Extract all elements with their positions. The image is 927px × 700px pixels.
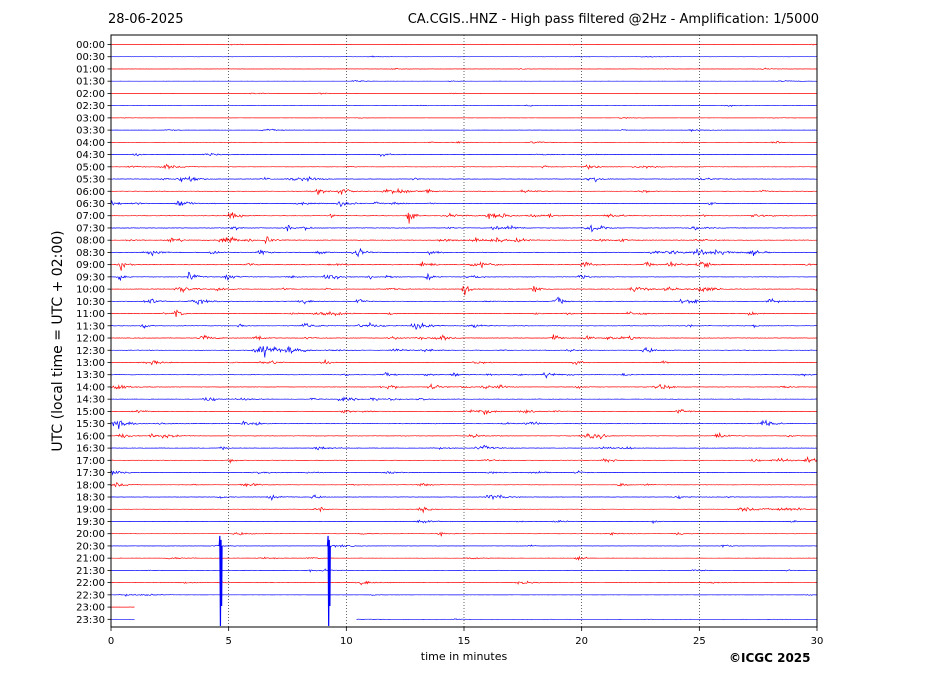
y-tick-label: 05:00 xyxy=(76,162,105,173)
y-tick-label: 05:30 xyxy=(76,175,105,186)
y-tick-label: 03:30 xyxy=(76,126,105,137)
y-tick-label: 07:00 xyxy=(76,211,105,222)
y-tick-label: 21:30 xyxy=(76,566,105,577)
x-tick-label: 10 xyxy=(340,636,353,647)
grid-group xyxy=(229,35,700,627)
y-tick-label: 14:30 xyxy=(76,395,105,406)
plot-frame xyxy=(111,35,817,627)
y-tick-label: 09:30 xyxy=(76,272,105,283)
x-tick-label: 30 xyxy=(811,636,824,647)
y-tick-label: 13:00 xyxy=(76,358,105,369)
y-tick-label: 14:00 xyxy=(76,382,105,393)
trace-2330 xyxy=(111,619,817,620)
y-tick-label: 08:00 xyxy=(76,236,105,247)
y-tick-label: 01:00 xyxy=(76,64,105,75)
x-tick-label: 0 xyxy=(108,636,114,647)
y-tick-label: 16:00 xyxy=(76,431,105,442)
y-tick-label: 19:30 xyxy=(76,517,105,528)
y-tick-label: 00:30 xyxy=(76,52,105,63)
y-tick-label: 13:30 xyxy=(76,370,105,381)
trace-1430 xyxy=(111,397,817,401)
y-tick-label: 01:30 xyxy=(76,77,105,88)
date-label: 28-06-2025 xyxy=(108,12,184,27)
y-tick-label: 12:30 xyxy=(76,346,105,357)
y-tick-label: 15:30 xyxy=(76,419,105,430)
x-tick-label: 20 xyxy=(575,636,588,647)
trace-0230 xyxy=(111,105,817,106)
y-tick-label: 19:00 xyxy=(76,505,105,516)
y-tick-label: 22:30 xyxy=(76,590,105,601)
trace-0830 xyxy=(111,249,817,257)
trace-0300 xyxy=(111,118,817,119)
y-tick-label: 10:00 xyxy=(76,285,105,296)
y-tick-label: 17:30 xyxy=(76,468,105,479)
y-tick-label: 11:00 xyxy=(76,309,105,320)
trace-0330 xyxy=(111,129,817,131)
y-tick-label: 11:30 xyxy=(76,321,105,332)
y-tick-label: 09:00 xyxy=(76,260,105,271)
x-tick-group: 0 5 10 15 20 25 30 xyxy=(108,627,824,647)
y-tick-label: 08:30 xyxy=(76,248,105,259)
y-tick-label: 15:00 xyxy=(76,407,105,418)
y-tick-label: 00:00 xyxy=(76,40,105,51)
y-tick-label: 02:30 xyxy=(76,101,105,112)
y-tick-label: 23:00 xyxy=(76,603,105,614)
copyright-label: ©ICGC 2025 xyxy=(729,651,811,665)
trace-2230 xyxy=(111,594,817,596)
y-tick-label: 20:00 xyxy=(76,529,105,540)
y-tick-label: 06:00 xyxy=(76,187,105,198)
trace-0400 xyxy=(111,141,817,143)
spike-2 xyxy=(327,536,330,626)
y-tick-label: 02:00 xyxy=(76,89,105,100)
trace-1030 xyxy=(111,297,817,304)
y-tick-label: 04:00 xyxy=(76,138,105,149)
trace-0930 xyxy=(111,272,817,280)
spike-1 xyxy=(219,536,222,626)
y-tick-label: 10:30 xyxy=(76,297,105,308)
y-tick-label: 04:30 xyxy=(76,150,105,161)
x-tick-label: 5 xyxy=(225,636,231,647)
y-axis-label: UTC (local time = UTC + 02:00) xyxy=(50,230,66,451)
y-tick-label: 21:00 xyxy=(76,554,105,565)
trace-1530 xyxy=(111,421,817,430)
y-tick-label: 22:00 xyxy=(76,578,105,589)
y-tick-label: 17:00 xyxy=(76,456,105,467)
trace-0200 xyxy=(111,93,817,94)
x-axis-label: time in minutes xyxy=(421,650,508,663)
y-tick-label: 16:30 xyxy=(76,444,105,455)
x-tick-label: 15 xyxy=(458,636,471,647)
y-tick-label: 12:00 xyxy=(76,334,105,345)
chart-title: CA.CGIS..HNZ - High pass filtered @2Hz -… xyxy=(408,12,819,27)
y-tick-label: 03:00 xyxy=(76,113,105,124)
y-tick-label: 18:30 xyxy=(76,493,105,504)
y-tick-label: 20:30 xyxy=(76,541,105,552)
trace-1800 xyxy=(111,483,817,487)
y-tick-label: 07:30 xyxy=(76,223,105,234)
y-tick-label: 18:00 xyxy=(76,480,105,491)
y-tick-label: 23:30 xyxy=(76,615,105,626)
trace-0500 xyxy=(111,164,817,169)
x-tick-label: 25 xyxy=(693,636,706,647)
y-tick-label: 06:30 xyxy=(76,199,105,210)
